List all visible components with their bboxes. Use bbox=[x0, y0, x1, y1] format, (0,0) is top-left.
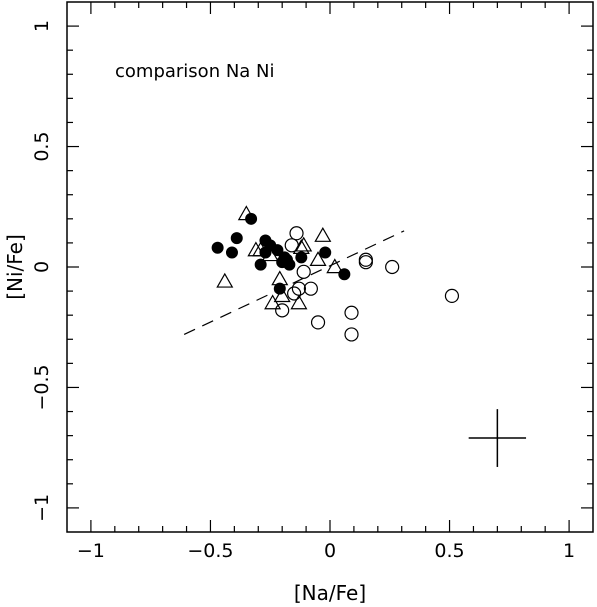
open-triangle-point bbox=[292, 239, 310, 254]
y-tick-label: −0.5 bbox=[31, 364, 53, 410]
x-tick-label: 1 bbox=[563, 540, 575, 562]
x-axis-label: [Na/Fe] bbox=[294, 581, 366, 605]
open-triangle-point bbox=[271, 270, 289, 286]
y-axis-label: [Ni/Fe] bbox=[3, 234, 27, 300]
open-triangle-point bbox=[247, 241, 265, 257]
open-triangle-point bbox=[261, 246, 279, 262]
open-circle-point bbox=[358, 252, 373, 267]
open-triangle-point bbox=[326, 258, 344, 274]
open-triangle-point bbox=[295, 236, 313, 252]
open-triangle-point bbox=[237, 205, 255, 221]
fit-line-group bbox=[183, 230, 405, 335]
y-tick-label: 0.5 bbox=[31, 131, 53, 161]
open-triangle-point bbox=[273, 287, 291, 303]
open-triangle-point bbox=[309, 251, 327, 266]
open-circle-point bbox=[275, 303, 290, 318]
filled-circle-point bbox=[254, 258, 267, 271]
open-triangle-point bbox=[314, 226, 332, 242]
filled-circle-point bbox=[245, 212, 258, 225]
tick-labels: −1 −0.5 0 0.5 1 −1 −0.5 0 0.5 1 bbox=[31, 20, 575, 562]
error-bar-group bbox=[468, 409, 527, 467]
open-circle-point bbox=[310, 315, 326, 330]
open-circle-point bbox=[344, 327, 359, 342]
filled-circle-point bbox=[295, 251, 308, 264]
x-tick-label: 0 bbox=[324, 540, 336, 562]
data-points bbox=[211, 205, 460, 342]
filled-circle-point bbox=[225, 246, 238, 259]
y-tick-label: 1 bbox=[31, 20, 53, 32]
x-tick-label: 0.5 bbox=[434, 540, 464, 562]
open-circle-point bbox=[444, 288, 460, 304]
open-circle-point bbox=[344, 305, 359, 320]
open-circle-point bbox=[303, 281, 318, 296]
filled-circle-point bbox=[230, 232, 243, 245]
y-tick-label: 0 bbox=[31, 261, 53, 273]
y-tick-label: −1 bbox=[31, 494, 53, 522]
open-circle-point bbox=[385, 259, 400, 275]
x-tick-label: −0.5 bbox=[187, 540, 233, 562]
open-triangle-point bbox=[264, 294, 282, 310]
open-triangle-point bbox=[216, 272, 234, 288]
filled-circle-point bbox=[283, 258, 296, 271]
fit-line bbox=[183, 230, 405, 335]
open-circle-point bbox=[289, 226, 304, 241]
filled-circle-point bbox=[319, 246, 332, 259]
filled-circle-point bbox=[211, 241, 224, 254]
open-circle-point bbox=[287, 286, 302, 301]
x-tick-label: −1 bbox=[77, 540, 105, 562]
filled-circle-point bbox=[273, 282, 286, 295]
open-triangle-point bbox=[290, 294, 308, 310]
axis-ticks bbox=[67, 2, 593, 532]
annotation-text: comparison Na Ni bbox=[115, 61, 275, 82]
open-circle-point bbox=[296, 264, 311, 279]
